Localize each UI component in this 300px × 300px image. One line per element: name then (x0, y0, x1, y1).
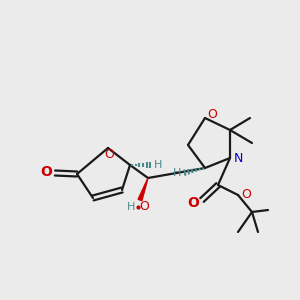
Text: O: O (104, 148, 114, 161)
Polygon shape (138, 178, 148, 201)
Text: O: O (207, 109, 217, 122)
Text: O: O (241, 188, 251, 202)
Text: H: H (127, 202, 135, 212)
Text: O: O (187, 196, 199, 210)
Text: O: O (40, 165, 52, 179)
Text: H: H (173, 168, 181, 178)
Text: O: O (139, 200, 149, 214)
Text: H: H (154, 160, 162, 170)
Text: N: N (233, 152, 243, 164)
